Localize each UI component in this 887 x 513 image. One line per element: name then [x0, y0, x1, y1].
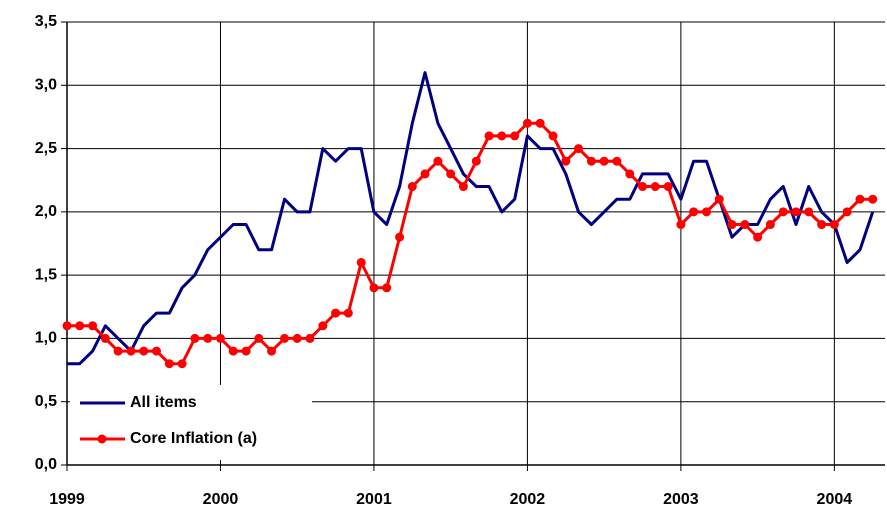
marker: [88, 321, 98, 331]
series-line: [67, 121, 873, 366]
marker: [62, 321, 72, 331]
legend-label: All items: [130, 394, 197, 411]
marker: [842, 207, 852, 217]
marker: [727, 220, 737, 230]
marker: [522, 118, 532, 128]
marker: [676, 220, 686, 230]
legend-label: Core Inflation (a): [130, 430, 257, 447]
marker: [855, 194, 865, 204]
x-tick-label: 1999: [49, 491, 85, 508]
y-tick-label: 3,0: [35, 77, 57, 94]
y-tick-label: 0,0: [35, 456, 57, 473]
marker: [650, 182, 660, 192]
marker: [126, 346, 136, 356]
marker: [215, 333, 225, 343]
marker: [804, 207, 814, 217]
marker: [113, 346, 123, 356]
marker: [395, 232, 405, 242]
marker: [471, 156, 481, 166]
marker: [702, 207, 712, 217]
marker: [151, 346, 161, 356]
marker: [279, 333, 289, 343]
x-tick-label: 2002: [510, 491, 546, 508]
marker: [497, 131, 507, 141]
x-tick-label: 2001: [356, 491, 392, 508]
x-tick-label: 2003: [663, 491, 699, 508]
marker: [292, 333, 302, 343]
marker: [574, 144, 584, 154]
y-tick-label: 2,5: [35, 140, 57, 157]
marker: [638, 182, 648, 192]
marker: [420, 169, 430, 179]
marker: [446, 169, 456, 179]
marker: [318, 321, 328, 331]
marker: [228, 346, 238, 356]
marker: [586, 156, 596, 166]
y-tick-label: 0,5: [35, 393, 57, 410]
marker: [561, 156, 571, 166]
marker: [740, 220, 750, 230]
marker: [548, 131, 558, 141]
marker: [203, 333, 213, 343]
marker: [510, 131, 520, 141]
marker: [75, 321, 85, 331]
marker: [254, 333, 264, 343]
marker: [714, 194, 724, 204]
marker: [817, 220, 827, 230]
legend-marker: [97, 434, 107, 444]
marker: [100, 333, 110, 343]
marker: [791, 207, 801, 217]
x-tick-label: 2004: [817, 491, 853, 508]
marker: [369, 283, 379, 293]
marker: [535, 118, 545, 128]
marker: [625, 169, 635, 179]
y-tick-label: 3,5: [35, 13, 57, 30]
marker: [484, 131, 494, 141]
y-tick-label: 2,0: [35, 203, 57, 220]
marker: [356, 257, 366, 267]
marker: [267, 346, 277, 356]
marker: [829, 220, 839, 230]
marker: [241, 346, 251, 356]
x-tick-label: 2000: [203, 491, 239, 508]
marker: [407, 182, 417, 192]
marker: [765, 220, 775, 230]
legend-box: [70, 385, 312, 460]
marker: [663, 182, 673, 192]
marker: [343, 308, 353, 318]
marker: [164, 359, 174, 369]
series-line: [67, 71, 875, 366]
marker: [612, 156, 622, 166]
y-tick-label: 1,5: [35, 266, 57, 283]
y-tick-label: 1,0: [35, 330, 57, 347]
marker: [599, 156, 609, 166]
marker: [778, 207, 788, 217]
marker: [190, 333, 200, 343]
marker: [433, 156, 443, 166]
marker: [868, 194, 878, 204]
marker: [177, 359, 187, 369]
marker: [382, 283, 392, 293]
marker: [139, 346, 149, 356]
marker: [689, 207, 699, 217]
marker: [458, 182, 468, 192]
marker: [753, 232, 763, 242]
marker: [305, 333, 315, 343]
marker: [331, 308, 341, 318]
